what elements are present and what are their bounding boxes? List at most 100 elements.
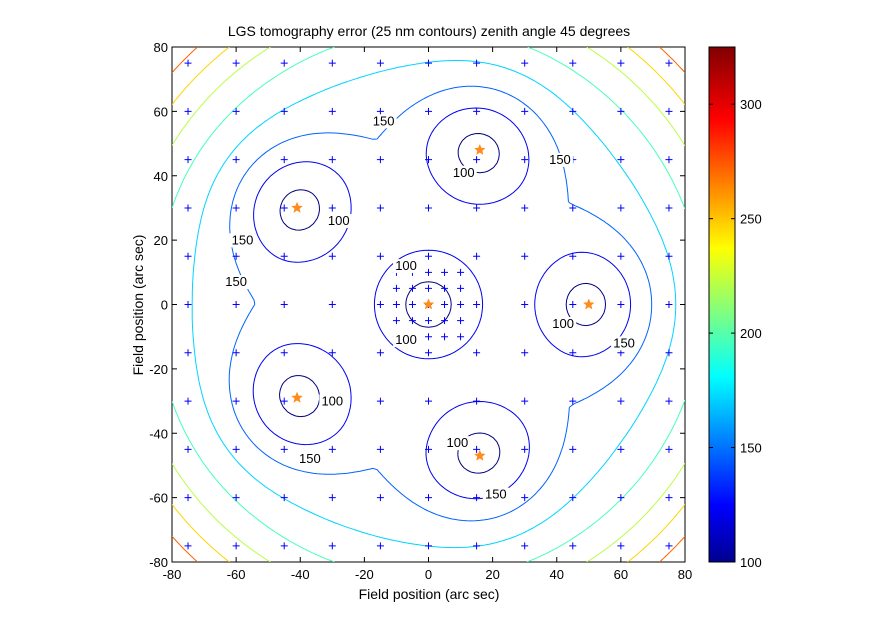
grid-point-marker (569, 494, 577, 502)
x-tick-label: 60 (614, 567, 628, 582)
grid-point-marker (473, 542, 481, 550)
grid-point-marker (665, 349, 673, 357)
contour-label: 150 (485, 487, 507, 502)
grid-point-marker (425, 284, 432, 292)
grid-point-marker (280, 156, 288, 164)
grid-point-marker (408, 301, 416, 308)
grid-point-marker (665, 107, 673, 115)
grid-point-marker (184, 397, 192, 405)
grid-point-marker (184, 494, 192, 502)
grid-point-marker (280, 397, 288, 405)
grid-point-marker (473, 349, 481, 357)
grid-point-marker (665, 204, 673, 212)
colorbar-tick-label: 300 (740, 97, 762, 112)
chart-title: LGS tomography error (25 nm contours) ze… (228, 23, 630, 39)
y-axis-ticks: -80 -60 -40 -20 0 20 40 60 80 (149, 40, 685, 570)
grid-point-marker (232, 445, 240, 453)
contour-label: 100 (447, 435, 469, 450)
contour-label-bg (450, 165, 477, 180)
grid-point-marker (521, 349, 529, 357)
grid-point-marker (425, 156, 432, 164)
grid-point-marker (184, 301, 192, 308)
grid-point-marker (280, 349, 288, 357)
contour-label: 100 (453, 165, 475, 180)
grid-point-marker (232, 204, 240, 212)
contour-labels: 150 150 100 100 150 150 100 100 100 150 100 100 150 1… (223, 113, 638, 502)
x-tick-label: -60 (227, 567, 246, 582)
grid-point-marker (441, 268, 449, 276)
grid-point-marker (457, 333, 465, 341)
grid-point-marker (441, 284, 449, 292)
grid-point-marker (232, 494, 240, 502)
y-tick-label: 80 (154, 40, 168, 55)
grid-point-marker (617, 349, 625, 357)
grid-point-marker (473, 252, 481, 260)
grid-point-marker (184, 542, 192, 550)
contour-label-bg (370, 114, 397, 129)
contour-label: 150 (373, 113, 395, 128)
y-tick-label: -80 (149, 555, 168, 570)
contour-label-bg (444, 436, 471, 451)
grid-point-marker (473, 445, 481, 453)
grid-point-marker (521, 301, 529, 308)
grid-point-marker (473, 107, 481, 115)
x-tick-label: 0 (425, 567, 432, 582)
grid-point-marker (441, 333, 449, 341)
contour-line-225 (172, 47, 685, 562)
guide-star-marker (473, 143, 486, 155)
grid-point-marker (184, 252, 192, 260)
grid-point-marker (569, 204, 577, 212)
grid-point-marker (328, 204, 336, 212)
grid-point-marker (328, 107, 336, 115)
grid-point-marker (232, 59, 240, 67)
grid-point-marker (392, 284, 400, 292)
grid-point-marker (569, 252, 577, 260)
grid-point-marker (280, 107, 288, 115)
contour-line-200 (172, 47, 685, 562)
contour-label-bg (482, 487, 509, 502)
grid-point-marker (280, 59, 288, 67)
contour-label: 150 (225, 274, 247, 289)
grid-point-marker (617, 204, 625, 212)
grid-point-marker (280, 542, 288, 550)
grid-point-marker (328, 156, 336, 164)
grid-point-marker (425, 204, 432, 212)
grid-point-marker (184, 349, 192, 357)
y-axis-label: Field position (arc sec) (130, 235, 146, 376)
grid-point-marker (425, 107, 432, 115)
grid-point-marker (569, 107, 577, 115)
grid-point-marker (232, 301, 240, 308)
grid-point-marker (280, 252, 288, 260)
contour-label: 100 (552, 316, 574, 331)
grid-point-marker (425, 542, 432, 550)
grid-point-marker (328, 59, 336, 67)
grid-point-marker (617, 301, 625, 308)
grid-point-marker (376, 494, 384, 502)
x-axis-label: Field position (arc sec) (359, 586, 500, 602)
grid-point-marker (184, 156, 192, 164)
contour-line-125 (252, 107, 632, 500)
grid-point-marker (665, 494, 673, 502)
grid-point-marker (521, 542, 529, 550)
grid-point-marker (441, 301, 449, 308)
x-tick-label: -20 (355, 567, 374, 582)
grid-point-marker (665, 397, 673, 405)
grid-point-marker (425, 397, 432, 405)
grid-point-marker (425, 333, 432, 341)
grid-point-marker (280, 494, 288, 502)
colorbar-tick-label: 100 (740, 555, 762, 570)
y-tick-label: 40 (154, 169, 168, 184)
x-axis-ticks: -80 -60 -40 -20 0 20 40 60 80 (163, 47, 692, 582)
contour-line-250 (172, 47, 685, 562)
grid-point-marker (617, 156, 625, 164)
grid-point-marker (425, 268, 432, 276)
grid-point-marker (569, 542, 577, 550)
grid-point-marker (392, 301, 400, 308)
contour-label-bg (319, 394, 346, 409)
grid-point-marker (617, 59, 625, 67)
colorbar-tick-label: 150 (740, 441, 762, 456)
grid-point-marker (665, 301, 673, 308)
grid-point-marker (569, 397, 577, 405)
contour-label: 100 (395, 258, 417, 273)
